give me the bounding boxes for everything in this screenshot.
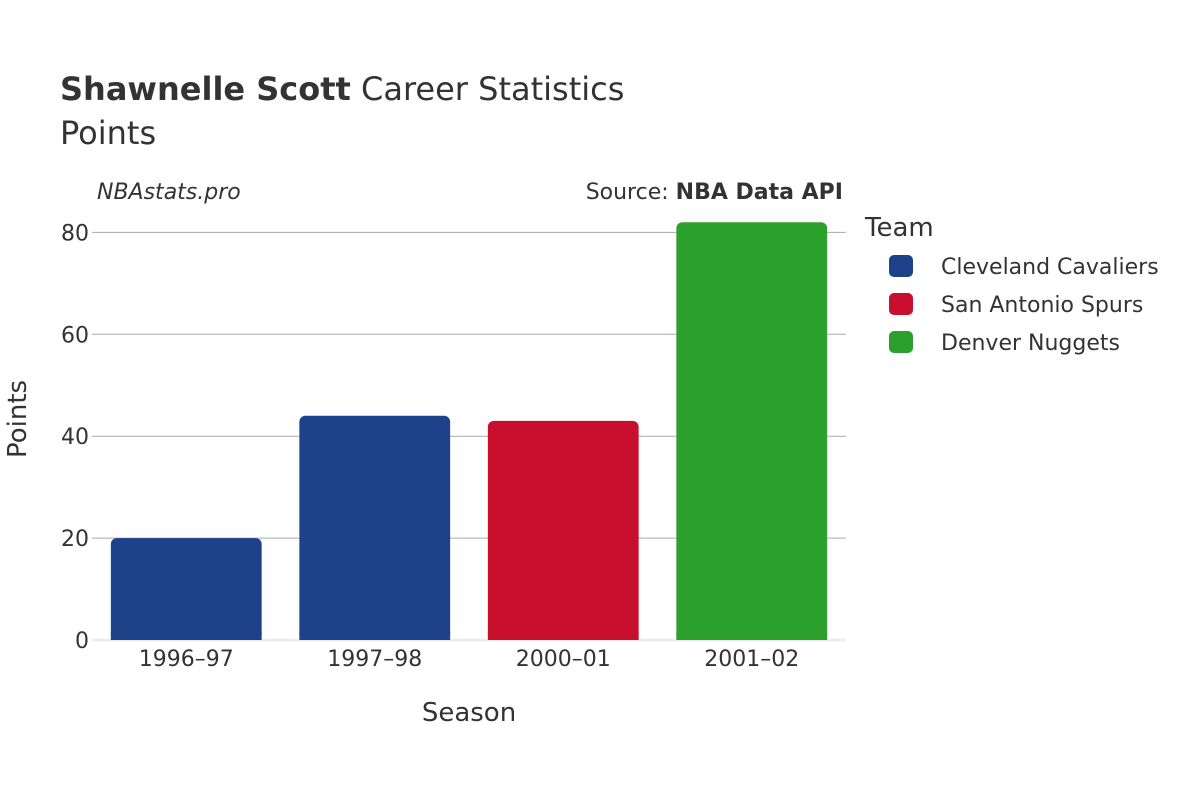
chart-title-player: Shawnelle Scott: [60, 70, 351, 108]
x-tick-label: 2001–02: [704, 647, 799, 672]
chart-title-rest: Career Statistics: [351, 70, 625, 108]
source-name: NBA Data API: [676, 180, 843, 205]
brand-label: NBAstats.pro: [97, 180, 241, 205]
legend-swatch: [889, 255, 913, 277]
y-tick-label: 20: [61, 527, 89, 552]
y-axis-label: Points: [3, 380, 33, 458]
y-tick-labels: 0 20 40 60 80: [61, 221, 89, 654]
y-tick-label: 40: [61, 425, 89, 450]
source-prefix: Source:: [586, 180, 676, 205]
chart-subtitle: Points: [60, 114, 156, 152]
legend-items: Cleveland Cavaliers San Antonio Spurs Denv…: [889, 255, 1159, 356]
bar-base: [110, 632, 262, 640]
bar-base: [676, 632, 828, 640]
x-tick-label: 1996–97: [139, 647, 234, 672]
source-label: Source: NBA Data API: [586, 180, 843, 205]
x-tick-label: 2000–01: [516, 647, 611, 672]
bar[interactable]: [299, 415, 451, 640]
legend-item-label[interactable]: San Antonio Spurs: [941, 293, 1143, 318]
x-tick-label: 1997–98: [327, 647, 422, 672]
y-tick-label: 60: [61, 323, 89, 348]
bar[interactable]: [110, 538, 262, 640]
legend: Team Cleveland Cavaliers San Antonio Spur…: [864, 213, 1159, 356]
chart-title: Shawnelle Scott Career Statistics: [60, 70, 624, 108]
bar[interactable]: [676, 222, 828, 640]
legend-item-label[interactable]: Cleveland Cavaliers: [941, 255, 1159, 280]
bar-base: [487, 632, 639, 640]
x-axis-label: Season: [422, 698, 516, 728]
legend-swatch: [889, 331, 913, 353]
legend-swatch: [889, 293, 913, 315]
legend-title: Team: [864, 213, 934, 243]
bar[interactable]: [487, 420, 639, 640]
bars: [110, 222, 828, 640]
y-tick-label: 80: [61, 221, 89, 246]
legend-item-label[interactable]: Denver Nuggets: [941, 331, 1120, 356]
y-tick-label: 0: [75, 629, 89, 654]
x-tick-labels: 1996–97 1997–98 2000–01 2001–02: [139, 647, 799, 672]
bar-base: [299, 632, 451, 640]
